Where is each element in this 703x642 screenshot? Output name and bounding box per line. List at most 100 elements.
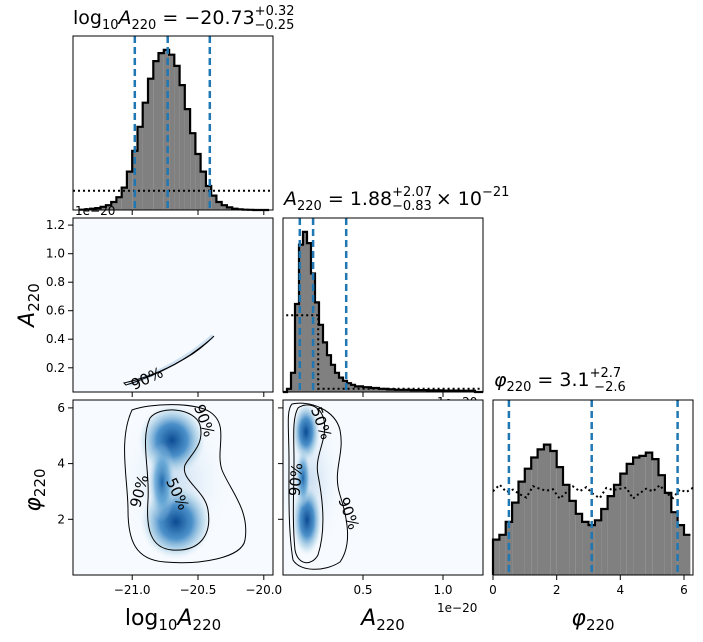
- x-tick-marks: [131, 210, 265, 215]
- density-ridge: [128, 334, 214, 386]
- histogram-bar: [563, 484, 570, 575]
- prior-line: [286, 314, 483, 390]
- histogram-bar: [347, 383, 351, 392]
- histogram-bar: [569, 500, 576, 575]
- contour-90: [287, 402, 349, 570]
- title-phi220: φ220 = 3.1+2.7 −2.6: [494, 366, 626, 395]
- x-tick-marks: [362, 392, 444, 397]
- contour-90: [123, 335, 215, 386]
- histogram-bar: [607, 496, 614, 575]
- histogram-bar: [327, 355, 331, 392]
- x-ticks-log10A220: −21.0 −20.5 −20.0: [114, 575, 282, 597]
- contour-90: [124, 404, 247, 564]
- histogram-bar: [319, 324, 323, 392]
- x-ticks-phi220: 0 2 4 6: [489, 575, 688, 597]
- histogram-bar: [620, 473, 627, 575]
- y-label-A220: A220: [15, 283, 43, 329]
- panel-phi220-marginal: 0 2 4 6 φ220 = 3.1+2.7 −2.6 φ220: [489, 366, 694, 634]
- histogram-bar: [614, 484, 621, 575]
- histogram-bar: [626, 463, 634, 575]
- histogram-bar: [184, 109, 191, 210]
- y-tick-label: 0.4: [46, 332, 65, 346]
- x-tick-label: −21.0: [114, 583, 151, 597]
- histogram-bar: [195, 154, 201, 210]
- offset-label: 1e−20: [75, 204, 115, 218]
- histogram-bar: [190, 133, 196, 210]
- histogram-outline: [78, 48, 270, 212]
- histogram-bar: [148, 78, 154, 210]
- histogram-bar: [518, 481, 525, 575]
- histogram-bar: [556, 467, 564, 575]
- histogram-bar: [512, 502, 519, 575]
- panel-A220-vs-log10A220: 90% 0.20.40.60.81.01.2 A220: [15, 217, 274, 397]
- x-tick-label: −20.5: [180, 583, 217, 597]
- x-tick-label: −20.0: [245, 583, 282, 597]
- histogram-bar: [499, 534, 506, 576]
- histogram-bar: [543, 444, 551, 575]
- title-value: −20.73: [184, 7, 254, 29]
- offset-label: 1e−20: [437, 601, 477, 615]
- histogram-bar: [371, 388, 379, 392]
- x-tick-label: 1.0: [433, 583, 452, 597]
- histogram-bar: [588, 525, 595, 575]
- y-label-phi220: φ220: [21, 468, 49, 511]
- panel-frame: [282, 399, 484, 576]
- histogram-bar: [601, 509, 608, 575]
- histogram-bar: [315, 302, 319, 392]
- histogram-bar: [158, 53, 164, 210]
- panel-frame: [282, 217, 484, 393]
- histogram-bar: [111, 202, 117, 210]
- y-ticks-A220: 0.2 0.4 0.6 0.8 1.0 1.2: [46, 218, 73, 375]
- histogram-bar: [221, 205, 227, 210]
- histogram-bar: [671, 512, 678, 575]
- x-ticks-A220: 0.5 1.0: [353, 575, 453, 597]
- histogram-bar: [291, 372, 295, 392]
- density-bridge: [148, 442, 176, 522]
- histogram-bar: [100, 206, 106, 210]
- x-label-phi220: φ220: [571, 606, 614, 634]
- prior-curve: [286, 314, 483, 390]
- x-tick-label: 6: [680, 583, 688, 597]
- panel-phi220-vs-A220: 50% 90% 90% 0.5 1.0 1e−20 A220: [278, 399, 484, 634]
- histogram-bar: [105, 205, 112, 210]
- density-peak-upper: [292, 402, 320, 462]
- quantile-lines: [298, 218, 348, 392]
- histogram-bar: [524, 468, 532, 575]
- y-tick-marks: [278, 407, 283, 520]
- x-tick-label: 0: [489, 583, 497, 597]
- histogram-bar: [652, 459, 659, 575]
- histogram-bar: [287, 388, 291, 392]
- histogram-bar: [658, 475, 665, 575]
- title-label-sub1: 10: [102, 18, 119, 33]
- histogram-bar: [307, 243, 311, 392]
- histogram-bar: [633, 457, 640, 575]
- histogram-bar: [174, 65, 180, 211]
- panel-phi220-vs-log10A220: 90% 90% 50% 246 −21.0 −20.5 −20.0 φ220 log…: [21, 399, 282, 634]
- quantile-lines: [133, 36, 212, 210]
- y-tick-label: 0.6: [46, 304, 65, 318]
- histogram-bar: [169, 54, 175, 211]
- title-err-plus: +0.32: [255, 4, 295, 19]
- histogram-bar: [645, 452, 653, 575]
- y-tick-label: 1.2: [46, 218, 65, 232]
- y-tick-label: 0.2: [46, 361, 65, 375]
- title-err-minus: −0.25: [255, 18, 295, 33]
- histogram-bar: [582, 521, 589, 575]
- histogram-bar: [493, 539, 500, 575]
- title-label-base: log: [73, 7, 102, 29]
- histogram-bar: [594, 520, 602, 575]
- histogram-bar: [575, 513, 583, 575]
- histogram-bar: [550, 451, 557, 575]
- x-tick-label: 4: [616, 583, 624, 597]
- x-label-log10A220: log10A220: [125, 606, 221, 634]
- histogram-bar: [531, 457, 538, 575]
- panel-frame: [492, 399, 694, 576]
- y-tick-label: 1.0: [46, 247, 65, 261]
- contour-50: [292, 404, 326, 564]
- histogram-bar: [387, 389, 395, 392]
- prior-line: [492, 483, 694, 501]
- histogram-bar: [205, 186, 212, 210]
- title-label-var: A: [117, 7, 132, 29]
- histogram-bar: [142, 102, 148, 210]
- histogram-bar: [295, 304, 299, 392]
